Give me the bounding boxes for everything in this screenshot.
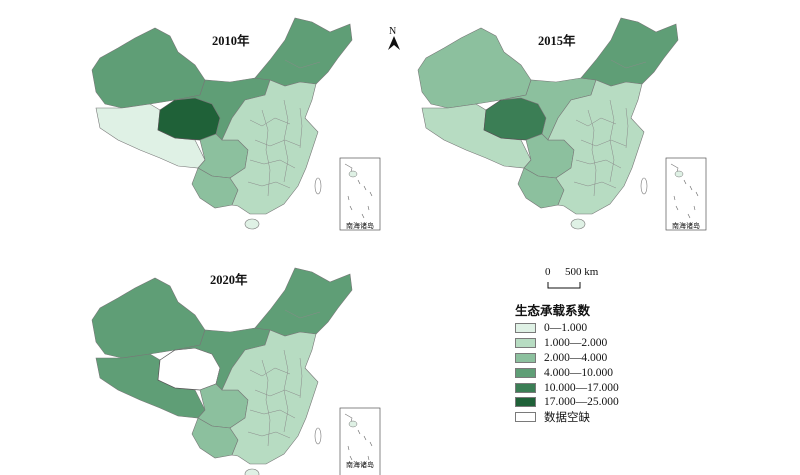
map-2015	[417, 17, 707, 231]
legend-swatch	[515, 397, 536, 408]
map-2020	[91, 267, 381, 475]
china-map	[417, 17, 707, 231]
legend-title: 生态承载系数	[515, 304, 591, 318]
scale-bar: 0 500 km	[545, 266, 635, 292]
region-hainan	[244, 468, 260, 475]
region-northwest	[91, 277, 206, 359]
legend-item: 0—1.000	[515, 321, 675, 336]
region-northwest	[91, 27, 206, 109]
legend-label: 1.000—2.000	[544, 337, 608, 350]
legend-swatch	[515, 323, 536, 334]
region-qinghai	[157, 347, 221, 391]
legend-item: 4.000—10.000	[515, 365, 675, 380]
scale-end: 500 km	[565, 266, 599, 278]
inset-label-2020: 南海诸岛	[346, 461, 374, 469]
region-taiwan	[640, 177, 648, 195]
region-qinghai	[157, 97, 221, 141]
legend-item: 17.000—25.000	[515, 395, 675, 410]
inset-frame	[339, 407, 381, 475]
north-arrow-icon	[388, 36, 400, 50]
region-northwest	[417, 27, 532, 109]
region-east	[221, 79, 319, 215]
region-east	[221, 329, 319, 465]
legend-swatch	[515, 412, 536, 423]
inset-frame	[665, 157, 707, 231]
map-2010	[91, 17, 381, 231]
region-hainan	[244, 218, 260, 230]
region-qinghai	[483, 97, 547, 141]
legend-item: 数据空缺	[515, 410, 675, 425]
legend-label: 17.000—25.000	[544, 396, 619, 409]
north-label: N	[389, 26, 397, 37]
legend-label: 2.000—4.000	[544, 351, 608, 364]
map-title-2020: 2020年	[210, 273, 248, 287]
north-arrow: N	[386, 26, 402, 52]
region-taiwan	[314, 427, 322, 445]
legend: 生态承载系数 0—1.000 1.000—2.000 2.000—4.000 4…	[515, 300, 675, 425]
legend-item: 10.000—17.000	[515, 380, 675, 395]
map-title-2010: 2010年	[212, 34, 250, 48]
region-northeast	[580, 17, 679, 87]
scale-line	[547, 282, 581, 289]
legend-label: 0—1.000	[544, 322, 588, 335]
legend-swatch	[515, 367, 536, 378]
legend-item: 2.000—4.000	[515, 351, 675, 366]
legend-label: 4.000—10.000	[544, 366, 613, 379]
legend-swatch	[515, 338, 536, 349]
map-title-2015: 2015年	[538, 34, 576, 48]
region-hainan	[570, 218, 586, 230]
inset-label-2015: 南海诸岛	[672, 222, 700, 230]
scale-start: 0	[545, 266, 551, 278]
region-northeast	[254, 17, 353, 87]
inset-label-2010: 南海诸岛	[346, 222, 374, 230]
legend-item: 1.000—2.000	[515, 336, 675, 351]
inset-frame	[339, 157, 381, 231]
china-map	[91, 267, 381, 475]
legend-label: 数据空缺	[544, 412, 590, 425]
legend-label: 10.000—17.000	[544, 381, 619, 394]
legend-swatch	[515, 382, 536, 393]
region-northeast	[254, 267, 353, 337]
region-east	[547, 79, 645, 215]
china-map	[91, 17, 381, 231]
legend-swatch	[515, 352, 536, 363]
region-taiwan	[314, 177, 322, 195]
